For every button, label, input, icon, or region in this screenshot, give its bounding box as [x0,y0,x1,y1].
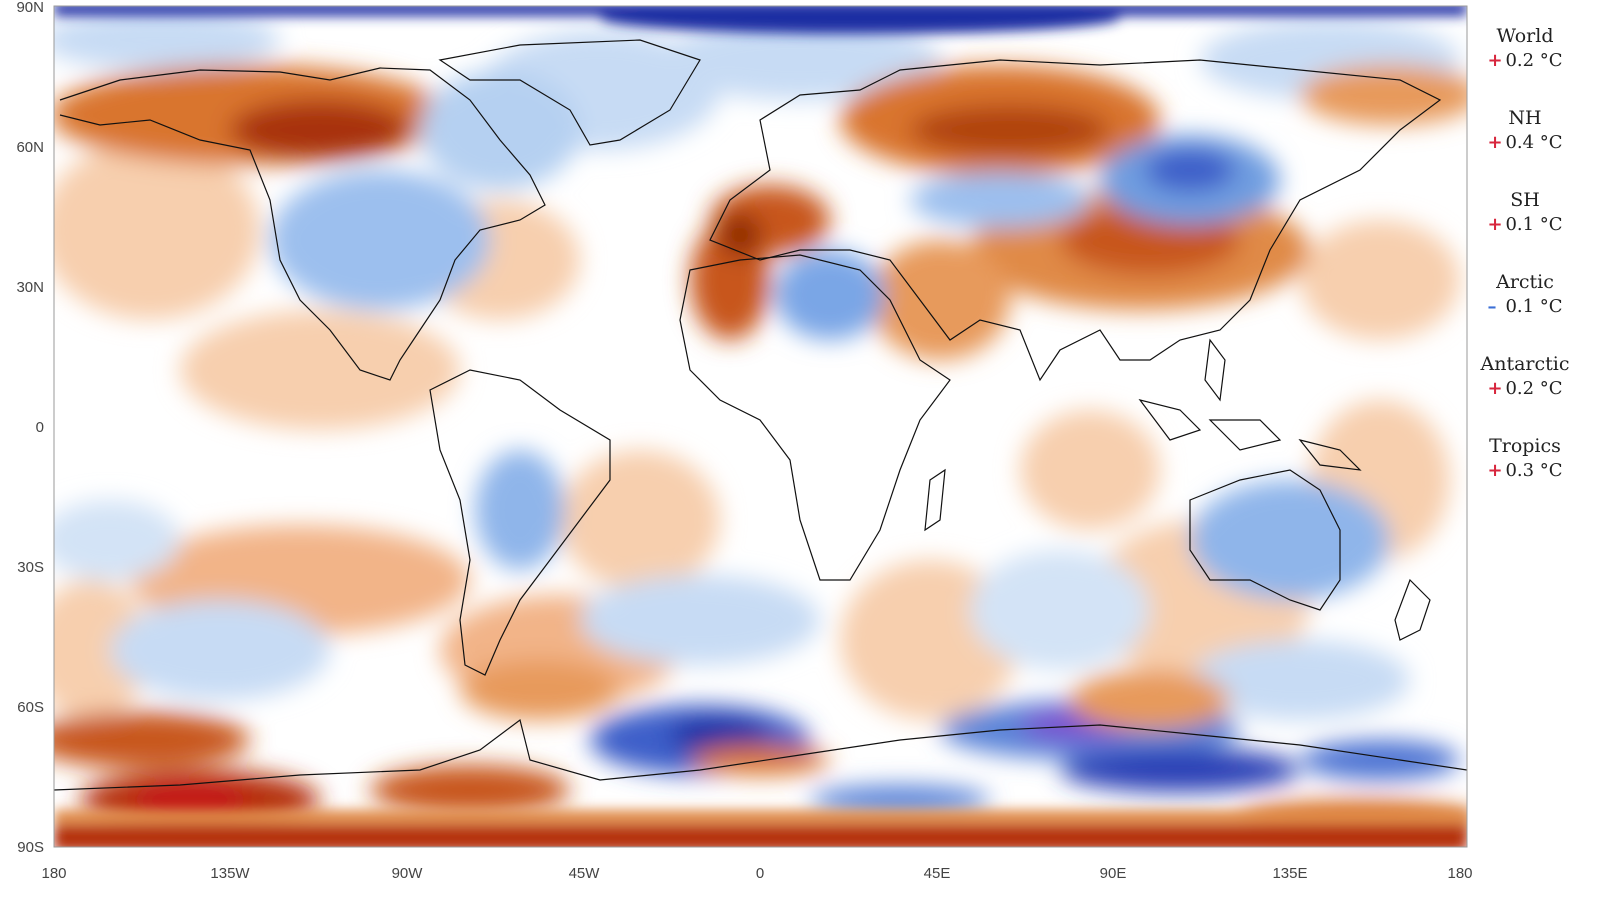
legend-sign: + [1487,378,1503,399]
legend-region-value: +0.4 °C [1460,130,1590,156]
legend-item-nh: NH +0.4 °C [1460,106,1590,188]
legend-item-sh: SH +0.1 °C [1460,188,1590,270]
legend-region-name: Antarctic [1480,353,1570,375]
legend-value-text: 0.1 °C [1505,296,1563,317]
x-tick-label: 0 [756,865,764,882]
x-tick-label: 90E [1100,865,1127,882]
y-tick-label: 90N [16,0,44,16]
regional-anomaly-legend: World +0.2 °C NH +0.4 °C SH +0.1 °C Arct… [1460,24,1590,516]
y-tick-label: 30S [17,559,44,576]
y-tick-label: 60S [17,699,44,716]
x-tick-label: 90W [392,865,424,882]
x-tick-label: 180 [41,865,66,882]
legend-region-value: +0.3 °C [1460,458,1590,484]
coastlines [54,39,1467,791]
x-tick-label: 135E [1272,865,1307,882]
legend-region-value: +0.2 °C [1460,376,1590,402]
legend-region-name: SH [1510,189,1540,211]
y-axis: 90N 60N 30N 0 30S 60S 90S [16,0,44,856]
legend-region-name: Arctic [1496,271,1554,293]
x-tick-label: 135W [210,865,250,882]
legend-sign: + [1487,132,1503,153]
legend-region-name: NH [1508,107,1542,129]
legend-item-tropics: Tropics +0.3 °C [1460,434,1590,516]
legend-sign: – [1487,296,1497,317]
legend-value-text: 0.4 °C [1505,132,1563,153]
x-tick-label: 180 [1447,865,1472,882]
legend-value-text: 0.2 °C [1505,50,1563,71]
legend-item-world: World +0.2 °C [1460,24,1590,106]
legend-sign: + [1487,214,1503,235]
legend-item-antarctic: Antarctic +0.2 °C [1460,352,1590,434]
y-tick-label: 30N [16,279,44,296]
x-axis: 180 135W 90W 45W 0 45E 90E 135E 180 [41,865,1472,882]
legend-value-text: 0.3 °C [1505,460,1563,481]
map-frame [53,5,1468,848]
legend-region-name: World [1496,25,1554,47]
y-tick-label: 0 [36,419,44,436]
legend-value-text: 0.1 °C [1505,214,1563,235]
x-tick-label: 45W [569,865,601,882]
legend-region-value: +0.1 °C [1460,212,1590,238]
legend-sign: + [1487,460,1503,481]
legend-region-value: +0.2 °C [1460,48,1590,74]
y-tick-label: 60N [16,139,44,156]
legend-region-name: Tropics [1489,435,1561,457]
x-tick-label: 45E [924,865,951,882]
anomaly-field [54,6,1467,847]
y-tick-label: 90S [17,839,44,856]
legend-value-text: 0.2 °C [1505,378,1563,399]
legend-region-value: –0.1 °C [1460,294,1590,320]
legend-item-arctic: Arctic –0.1 °C [1460,270,1590,352]
legend-sign: + [1487,50,1503,71]
